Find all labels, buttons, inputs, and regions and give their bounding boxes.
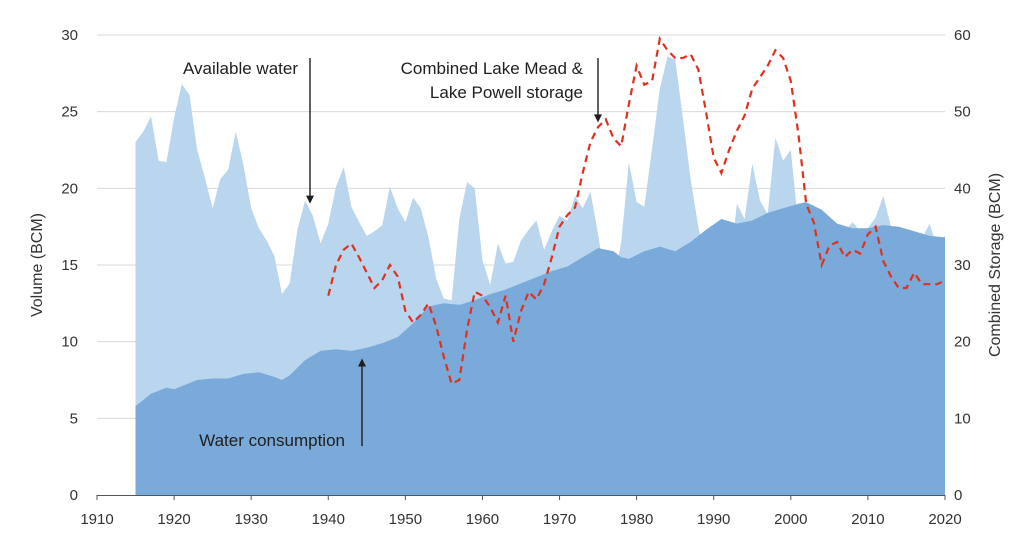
x-tick-label: 1980	[620, 511, 653, 528]
y-tick-label: 20	[61, 180, 78, 197]
annotation-available-arrow	[306, 58, 314, 204]
y-axis-title: Volume (BCM)	[29, 213, 46, 317]
storage-line	[327, 35, 946, 386]
annotations: Available water Combined Lake Mead & Lake …	[183, 58, 602, 450]
x-tick-label: 2010	[851, 511, 884, 528]
x-tick-label: 1940	[312, 511, 345, 528]
x-tick-label: 1930	[234, 511, 267, 528]
y-tick-label: 30	[61, 27, 78, 44]
x-tick-label: 1910	[80, 511, 113, 528]
y-tick-label: 10	[61, 334, 78, 351]
y2-tick-label: 0	[954, 487, 962, 504]
x-tick-label: 1960	[466, 511, 499, 528]
annotation-consumption-arrow	[358, 358, 366, 446]
y2-tick-label: 50	[954, 104, 971, 121]
y2-tick-label: 30	[954, 257, 971, 274]
line-layer	[327, 35, 946, 386]
consumption-area	[135, 202, 945, 495]
x-axis-ticks: 1910 1920 1930 1940 1950 1960 1970 1980 1990 2000…	[80, 495, 962, 528]
x-tick-label: 1920	[157, 511, 190, 528]
annotation-storage-arrow	[594, 58, 602, 123]
y2-axis-ticks: 0 10 20 30 40 50 60	[954, 27, 971, 504]
y-tick-label: 5	[70, 410, 78, 427]
y2-tick-label: 20	[954, 334, 971, 351]
annotation-storage-line-2: Lake Powell storage	[430, 83, 583, 102]
y2-tick-label: 10	[954, 410, 971, 427]
x-tick-label: 2000	[774, 511, 807, 528]
x-tick-label: 1990	[697, 511, 730, 528]
x-tick-label: 2020	[928, 511, 961, 528]
x-tick-label: 1970	[543, 511, 576, 528]
y-tick-label: 15	[61, 257, 78, 274]
y2-tick-label: 60	[954, 27, 971, 44]
area-layer	[135, 56, 945, 495]
y-tick-label: 25	[61, 104, 78, 121]
y-tick-label: 0	[70, 487, 78, 504]
annotation-consumption-line-1: Water consumption	[199, 431, 345, 450]
y2-axis-title: Combined Storage (BCM)	[987, 173, 1004, 357]
y-axis-ticks: 0 5 10 15 20 25 30	[61, 27, 78, 504]
x-tick-label: 1950	[389, 511, 422, 528]
annotation-storage-line-1: Combined Lake Mead &	[401, 59, 584, 78]
y2-tick-label: 40	[954, 180, 971, 197]
annotation-available-line-1: Available water	[183, 59, 298, 78]
